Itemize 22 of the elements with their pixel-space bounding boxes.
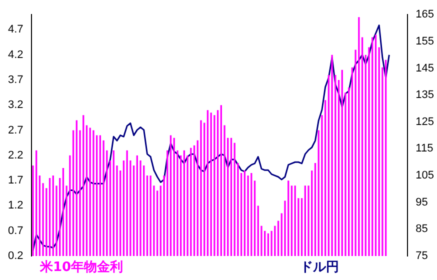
text: ドル円 <box>300 259 339 276</box>
y-tick-label: 4.2 <box>8 48 24 61</box>
y2-tick-label: 165 <box>416 8 434 21</box>
y-tick-label: 0.7 <box>8 224 24 237</box>
y2-tick-label: 145 <box>416 62 434 74</box>
y-tick-label: 2.2 <box>8 149 24 162</box>
y2-tick-label: 105 <box>416 170 434 182</box>
y-tick-label: 1.2 <box>8 200 24 212</box>
y-tick-label: 3.7 <box>8 74 24 86</box>
y-tick-label: 2.7 <box>8 124 24 136</box>
y2-tick-label: 95 <box>416 196 428 208</box>
y2-tick-label: 115 <box>416 142 434 155</box>
y-tick-label: 4.7 <box>8 24 24 36</box>
y2-tick-label: 75 <box>416 250 428 262</box>
y-tick-label: 0.2 <box>8 250 24 262</box>
y-tick-label: 3.2 <box>8 99 24 112</box>
y-tick-label: 1.7 <box>8 174 24 187</box>
y2-tick-label: 155 <box>416 35 434 48</box>
y2-tick-label: 125 <box>416 116 434 128</box>
y2-tick-label: 135 <box>416 89 434 102</box>
series-label: 米10年物金利 <box>40 259 124 276</box>
y2-tick-label: 85 <box>416 223 428 236</box>
